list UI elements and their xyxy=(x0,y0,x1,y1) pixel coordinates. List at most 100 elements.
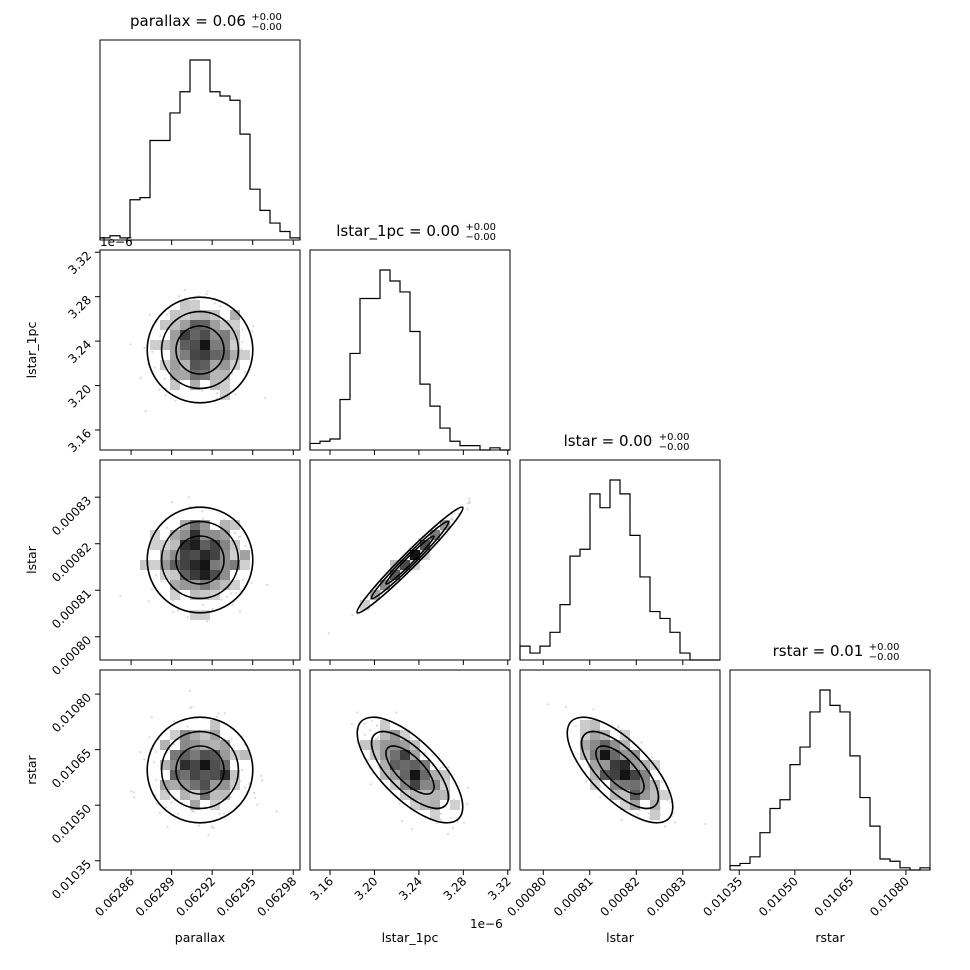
density-cell xyxy=(410,790,420,800)
density-cell xyxy=(200,780,210,790)
density-cell xyxy=(180,530,190,540)
sample-point xyxy=(229,795,232,799)
sample-point xyxy=(200,389,204,392)
density-cell xyxy=(610,750,620,760)
density-cell xyxy=(210,780,220,790)
density-cell xyxy=(200,310,210,320)
density-cell xyxy=(210,720,220,730)
x-tick-label: 0.00081 xyxy=(551,874,596,919)
density-cell xyxy=(590,720,600,730)
density-cell xyxy=(620,790,630,800)
title-plus: +0.00 xyxy=(251,12,282,23)
density-cell xyxy=(240,560,250,570)
density-cell xyxy=(210,550,220,560)
density-cell xyxy=(160,550,170,560)
contour-level-2 xyxy=(580,730,660,810)
density-cell xyxy=(640,790,650,800)
sample-point xyxy=(466,507,469,510)
density-cell xyxy=(600,760,610,770)
density-cell xyxy=(210,340,220,350)
panel-frame-parallax-parallax xyxy=(99,39,301,241)
density-cell xyxy=(210,580,220,590)
density-cell xyxy=(180,760,190,770)
density-cell xyxy=(190,780,200,790)
histogram-step-lstar xyxy=(519,479,720,661)
density-cell xyxy=(170,770,180,780)
sample-point xyxy=(159,335,162,338)
contour-level-1 xyxy=(175,535,225,585)
x-tick-label: 0.00082 xyxy=(597,874,642,919)
density-cell xyxy=(590,740,600,750)
sample-point xyxy=(147,600,150,603)
density-cell xyxy=(190,800,200,810)
panel-frame-lstar_1pc-lstar_1pc xyxy=(309,249,511,451)
sample-point xyxy=(431,754,434,757)
sample-point xyxy=(177,608,180,612)
density-cell xyxy=(220,560,230,570)
density-cell xyxy=(170,320,180,330)
histogram-step-rstar xyxy=(729,689,931,871)
sample-point xyxy=(395,711,398,714)
sample-point xyxy=(160,580,163,583)
density-cell xyxy=(200,320,210,330)
sample-point xyxy=(451,826,454,830)
density-cell xyxy=(200,750,210,760)
density-cell xyxy=(200,330,210,340)
density-panel-parallax-lstar xyxy=(119,496,269,623)
density-cell xyxy=(430,810,440,820)
sample-point xyxy=(166,825,169,828)
sample-point xyxy=(217,712,220,715)
sample-point xyxy=(256,803,259,806)
sample-point xyxy=(243,744,247,747)
sample-point xyxy=(189,706,192,710)
sample-point xyxy=(187,496,190,499)
sample-point xyxy=(201,517,205,520)
x-offset-text: 1e−6 xyxy=(470,917,503,931)
density-cell xyxy=(220,390,230,400)
density-cell xyxy=(220,750,230,760)
sample-point xyxy=(186,615,189,619)
contour-level-1 xyxy=(175,325,225,375)
y-tick-label: 0.00081 xyxy=(49,586,94,631)
sample-point xyxy=(230,592,233,595)
density-cell xyxy=(170,580,180,590)
sample-point xyxy=(674,821,677,824)
sample-point xyxy=(158,811,161,814)
density-cell xyxy=(640,760,650,770)
density-cell xyxy=(220,780,230,790)
density-cell xyxy=(190,570,200,580)
density-cell xyxy=(190,610,200,620)
density-cell xyxy=(390,750,400,760)
sample-point xyxy=(468,501,471,505)
density-cell xyxy=(240,550,250,560)
title-main: lstar_1pc = 0.00 xyxy=(336,222,460,241)
density-cell xyxy=(220,330,230,340)
density-cell xyxy=(380,770,390,780)
density-cell xyxy=(190,750,200,760)
density-cell xyxy=(190,740,200,750)
density-cell xyxy=(210,750,220,760)
density-cell xyxy=(630,780,640,790)
x-tick-label: 0.00083 xyxy=(644,874,689,919)
sample-point xyxy=(242,578,245,581)
x-tick-label: 0.06292 xyxy=(173,874,218,919)
density-cell xyxy=(220,540,230,550)
sample-point xyxy=(173,720,176,723)
histogram-step-lstar_1pc xyxy=(309,269,510,451)
density-cell xyxy=(190,790,200,800)
sample-point xyxy=(617,726,620,729)
sample-point xyxy=(176,812,180,815)
title-main: lstar = 0.00 xyxy=(564,432,653,450)
panel-frame-lstar-lstar xyxy=(519,459,721,661)
density-cell xyxy=(190,590,200,600)
histogram-lstar_1pc xyxy=(309,269,510,451)
histogram-lstar xyxy=(519,479,720,661)
contour-level-1 xyxy=(595,745,645,795)
x-tick-label: 3.20 xyxy=(352,874,381,903)
sample-point xyxy=(202,603,205,606)
sample-point xyxy=(375,724,378,727)
x-axis-label-rstar: rstar xyxy=(815,930,845,945)
density-panel-parallax-lstar_1pc xyxy=(129,288,267,413)
contour-level-1 xyxy=(175,745,225,795)
density-cell xyxy=(230,340,240,350)
